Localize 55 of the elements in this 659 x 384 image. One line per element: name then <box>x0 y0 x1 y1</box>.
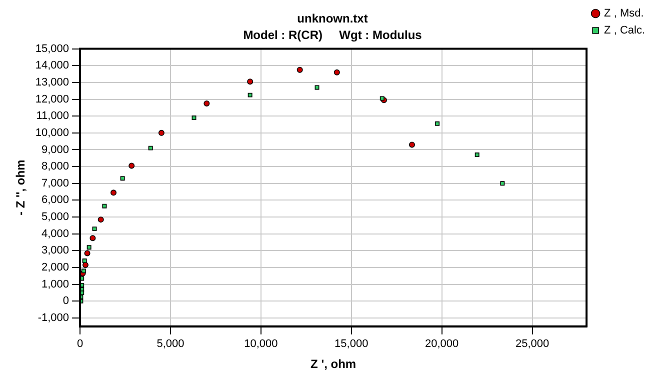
point <box>86 245 92 250</box>
point <box>248 92 252 98</box>
point <box>92 226 97 232</box>
y-tick-label: 15,000 <box>35 42 70 55</box>
y-tick-label: 9,000 <box>42 144 70 156</box>
point <box>500 181 505 186</box>
x-tick-label: 15,000 <box>334 338 368 350</box>
x-tick-label: 0 <box>76 338 84 350</box>
point <box>110 190 117 196</box>
point <box>84 250 90 256</box>
x-tick-label: 20,000 <box>425 338 459 350</box>
x-tick-label: 10,000 <box>244 338 278 350</box>
y-tick-label: 0 <box>62 295 70 308</box>
y-axis-title: - Z '', ohm <box>14 160 28 216</box>
point <box>435 121 440 126</box>
y-tick-label: 11,000 <box>36 110 70 122</box>
point <box>98 216 104 223</box>
legend-label: Z , Calc. <box>604 24 646 37</box>
point <box>334 69 340 76</box>
point <box>82 258 87 264</box>
point <box>82 262 88 268</box>
point <box>204 100 210 106</box>
point <box>314 85 320 90</box>
point <box>90 235 96 242</box>
y-tick-label: 1,000 <box>42 278 70 290</box>
y-tick-label: 5,000 <box>42 211 70 224</box>
point <box>120 176 125 181</box>
y-tick-label: 13,000 <box>35 76 70 88</box>
point <box>380 96 384 101</box>
y-tick-label: -1,000 <box>38 312 70 324</box>
point <box>247 78 254 85</box>
y-tick-label: 12,000 <box>35 93 70 106</box>
x-tick-label: 25,000 <box>515 338 550 350</box>
chart-title: unknown.txt <box>297 12 368 26</box>
point <box>192 116 196 120</box>
y-tick-label: 3,000 <box>42 244 70 257</box>
y-tick-label: 10,000 <box>35 126 70 139</box>
y-tick-label: 14,000 <box>35 60 70 72</box>
point <box>81 268 86 274</box>
chart-subtitle: Model : R(CR) Wgt : Modulus <box>243 28 422 42</box>
point <box>158 130 164 136</box>
x-tick-label: 5,000 <box>156 338 184 350</box>
point <box>102 204 107 208</box>
y-tick-label: 4,000 <box>42 228 70 240</box>
legend-label: Z , Msd. <box>604 8 644 20</box>
point <box>474 152 480 158</box>
y-tick-label: 6,000 <box>42 194 70 206</box>
x-axis-title: Z ', ohm <box>310 357 356 372</box>
point <box>128 162 135 169</box>
y-tick-label: 7,000 <box>42 177 70 190</box>
y-tick-label: 2,000 <box>42 262 70 274</box>
point <box>148 146 153 150</box>
y-tick-label: 8,000 <box>42 160 70 173</box>
point <box>408 142 415 148</box>
point <box>296 66 303 73</box>
